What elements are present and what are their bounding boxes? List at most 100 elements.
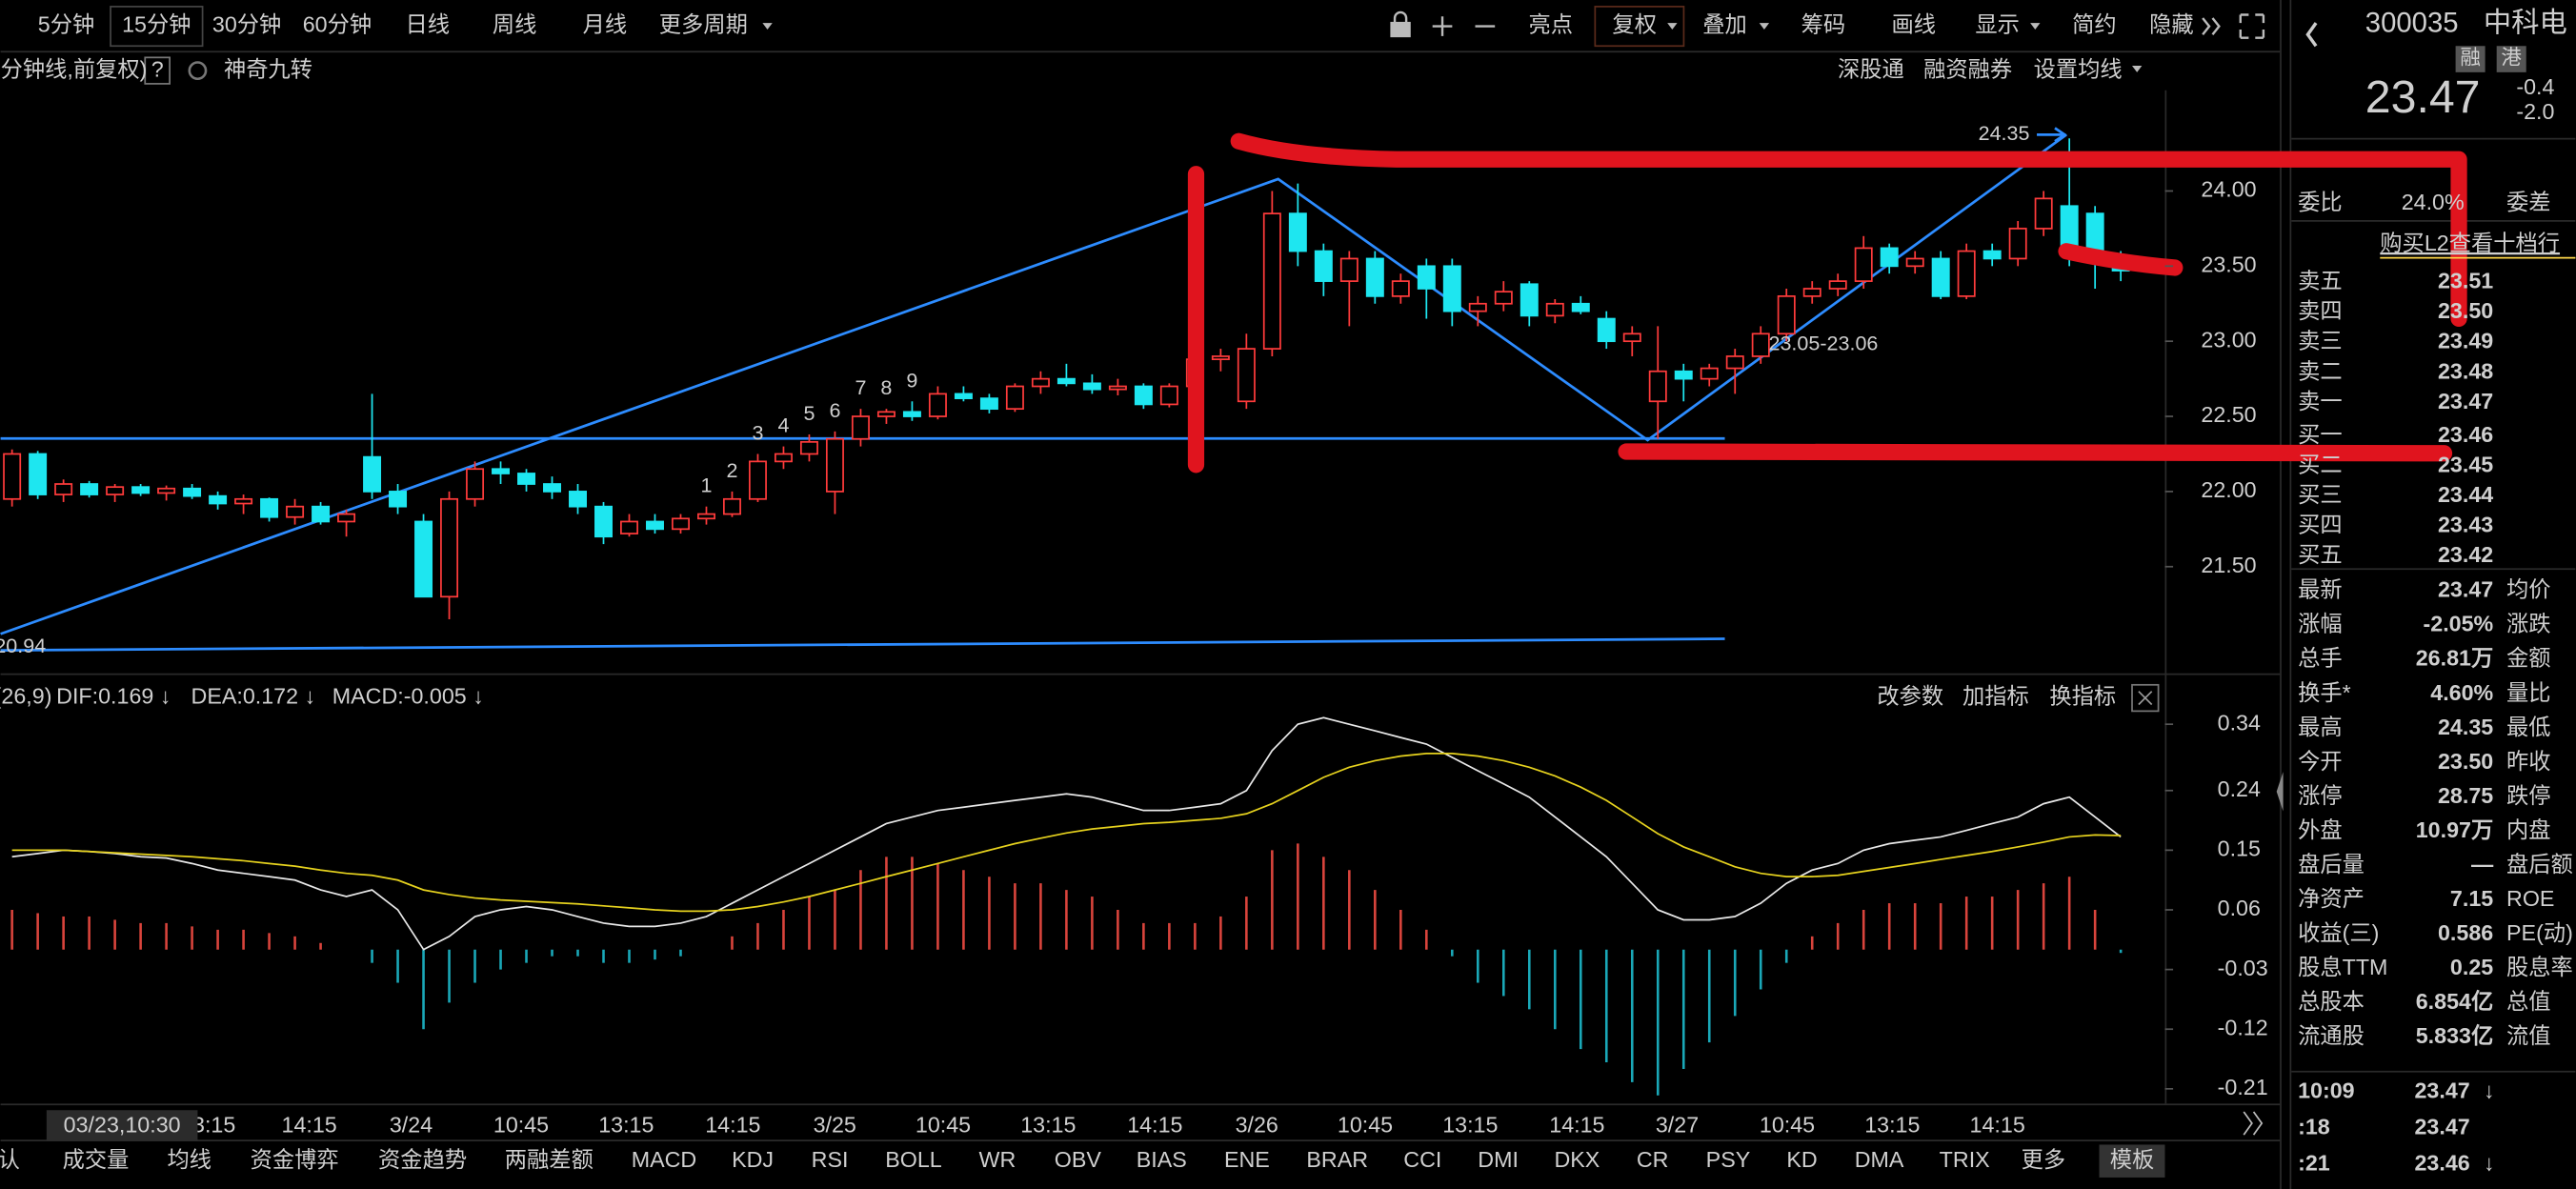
close-icon[interactable] xyxy=(2138,691,2153,706)
x-tick-label: 13:15 xyxy=(1020,1113,1076,1138)
x-tick-label: 14:15 xyxy=(1127,1113,1182,1138)
price-change: -0.4 xyxy=(2516,74,2554,99)
indicator-tab[interactable]: TRIX xyxy=(1940,1147,1990,1172)
x-tick-label: 14:15 xyxy=(705,1113,760,1138)
chart-annotation: 23.05-23.06 xyxy=(1768,333,1878,355)
indicator-tab[interactable]: OBV xyxy=(1055,1147,1102,1172)
indicator-tab[interactable]: 资金趋势 xyxy=(378,1147,467,1172)
y-tick-label: 0.24 xyxy=(2218,776,2261,801)
book-label: 买五 xyxy=(2298,542,2343,567)
indicator-tab[interactable]: 认 xyxy=(0,1147,20,1172)
indicator-tab[interactable]: DKX xyxy=(1554,1147,1600,1172)
back-arrow[interactable] xyxy=(2305,22,2318,48)
indicator-tab[interactable]: 均线 xyxy=(168,1147,212,1172)
badge-box xyxy=(2455,46,2485,72)
trade-price: 23.47 xyxy=(2414,1078,2469,1102)
indicator-tool[interactable]: 加指标 xyxy=(1962,684,2029,709)
stat-value: 7.15 xyxy=(2450,886,2493,911)
panel-toggle[interactable] xyxy=(2276,772,2284,812)
candle-body xyxy=(3,453,22,500)
indicator-tab[interactable]: KDJ xyxy=(732,1147,774,1172)
indicator-tool[interactable]: 改参数 xyxy=(1877,684,1943,709)
indicator-tab[interactable]: DMA xyxy=(1855,1147,1904,1172)
x-tick-label: 14:15 xyxy=(1549,1113,1604,1138)
tool-button[interactable]: 显示 xyxy=(1975,12,2020,37)
candle-body xyxy=(1314,250,1333,282)
tool-button[interactable]: 筹码 xyxy=(1801,12,1846,37)
indicator-tab[interactable]: ENE xyxy=(1224,1147,1270,1172)
candle-body xyxy=(1571,302,1590,312)
tool-button[interactable]: 简约 xyxy=(2072,12,2117,37)
indicator-tab[interactable]: PSY xyxy=(1706,1147,1751,1172)
stat-label: 股息TTM xyxy=(2298,955,2387,979)
indicator-tab[interactable]: BOLL xyxy=(885,1147,942,1172)
scroll-right[interactable] xyxy=(2243,1111,2264,1136)
x-tick-label: 13:15 xyxy=(1442,1113,1498,1138)
candle-body xyxy=(954,393,973,399)
book-price: 23.46 xyxy=(2438,422,2493,447)
x-tick-label: 10:45 xyxy=(916,1113,971,1138)
candle-body xyxy=(1031,377,1050,388)
l2-upgrade[interactable]: 购买L2查看十档行 xyxy=(2380,231,2560,255)
indicator-tab[interactable]: CCI xyxy=(1403,1147,1441,1172)
indicator-tab[interactable]: MACD xyxy=(632,1147,697,1172)
indicator-tab[interactable]: DMI xyxy=(1478,1147,1519,1172)
period-tab[interactable]: 60分钟 xyxy=(303,12,372,37)
candle-body xyxy=(1494,291,1513,305)
candle-body xyxy=(1674,370,1693,380)
tool-button[interactable]: 画线 xyxy=(1891,12,1936,37)
macd-params: (26,9) xyxy=(0,684,51,709)
indicator-tab[interactable]: BRAR xyxy=(1306,1147,1368,1172)
x-tick-label: 13:15 xyxy=(1864,1113,1920,1138)
tool-button[interactable]: 亮点 xyxy=(1529,12,1574,37)
stat-value: 4.60% xyxy=(2430,680,2493,705)
indicator-tab[interactable]: BIAS xyxy=(1137,1147,1187,1172)
y-tick-label: -0.12 xyxy=(2218,1015,2268,1039)
indicator-tab[interactable]: 更多 xyxy=(2022,1147,2066,1172)
td-count: 9 xyxy=(906,369,917,392)
book-label: 买三 xyxy=(2298,482,2343,507)
indicator-tab[interactable]: KD xyxy=(1786,1147,1817,1172)
y-tick-label: 24.00 xyxy=(2201,177,2256,202)
toolbar-icons[interactable] xyxy=(1390,10,2265,39)
trade-price: 23.46 xyxy=(2414,1150,2469,1175)
book-price: 23.50 xyxy=(2438,298,2493,323)
header-link[interactable]: 设置均线 xyxy=(2034,56,2123,81)
candle-body xyxy=(1880,247,1899,268)
period-tab[interactable]: 5分钟 xyxy=(38,12,94,37)
tool-button[interactable]: 叠加 xyxy=(1702,12,1747,37)
header-link[interactable]: 融资融券 xyxy=(1923,56,2012,81)
indicator-tab[interactable]: CR xyxy=(1637,1147,1669,1172)
indicator-tab[interactable]: WR xyxy=(979,1147,1016,1172)
period-tab[interactable]: 更多周期 xyxy=(659,12,748,37)
td-count: 1 xyxy=(700,474,712,497)
period-tab[interactable]: 月线 xyxy=(583,12,628,37)
stat-label: 收益(三) xyxy=(2298,920,2379,945)
help-button[interactable]: ? xyxy=(151,56,164,81)
indicator-tab[interactable]: 资金博弈 xyxy=(251,1147,339,1172)
tool-button[interactable]: 隐藏 xyxy=(2149,12,2194,37)
indicator-tab[interactable]: 模板 xyxy=(2110,1147,2155,1172)
stat-value: 28.75 xyxy=(2438,783,2493,808)
indicator-tab[interactable]: 成交量 xyxy=(63,1147,130,1172)
candle-body xyxy=(1339,257,1358,282)
help-box[interactable] xyxy=(144,56,171,85)
chart-layer xyxy=(3,138,2130,1096)
header-link[interactable]: 深股通 xyxy=(1838,56,1904,81)
gear-icon[interactable] xyxy=(188,61,208,81)
x-tick-label: 3/26 xyxy=(1236,1113,1278,1138)
period-tab[interactable]: 15分钟 xyxy=(122,12,191,37)
indicator-tab[interactable]: RSI xyxy=(812,1147,849,1172)
candle-body xyxy=(1005,385,1024,411)
candle-body xyxy=(876,411,896,417)
cursor-label: 03/23,10:30 xyxy=(64,1113,181,1138)
period-tab[interactable]: 日线 xyxy=(405,12,450,37)
period-tab[interactable]: 周线 xyxy=(493,12,537,37)
period-tab[interactable]: 30分钟 xyxy=(212,12,281,37)
stat-value: 23.50 xyxy=(2438,749,2493,774)
tool-button[interactable]: 复权 xyxy=(1612,12,1657,37)
indicator-tool[interactable]: 换指标 xyxy=(2049,684,2116,709)
close-box[interactable] xyxy=(2131,683,2160,713)
indicator-tab[interactable]: 两融差额 xyxy=(505,1147,594,1172)
